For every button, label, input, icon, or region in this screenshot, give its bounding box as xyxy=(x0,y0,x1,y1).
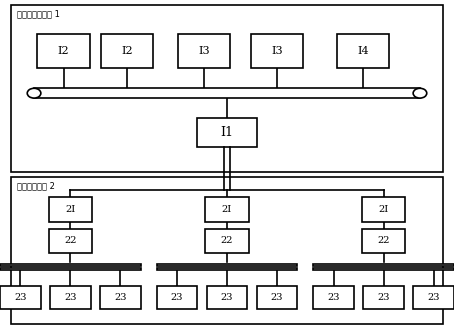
Text: I3: I3 xyxy=(271,46,283,56)
Bar xyxy=(0,264,141,266)
Bar xyxy=(0,268,141,270)
Text: 23: 23 xyxy=(114,293,127,302)
Text: 2I: 2I xyxy=(379,205,389,214)
Text: 23: 23 xyxy=(271,293,283,302)
Bar xyxy=(0,286,41,309)
Bar xyxy=(157,264,297,266)
Text: 22: 22 xyxy=(64,236,77,246)
Bar xyxy=(251,34,303,68)
Bar xyxy=(337,34,390,68)
Text: 23: 23 xyxy=(427,293,440,302)
Bar xyxy=(178,34,231,68)
Text: 23: 23 xyxy=(14,293,27,302)
Bar xyxy=(197,118,257,147)
Bar xyxy=(157,268,297,270)
Text: 充放电监控中心 1: 充放电监控中心 1 xyxy=(17,10,59,19)
Bar xyxy=(157,286,197,309)
Circle shape xyxy=(413,88,427,98)
Bar xyxy=(101,34,153,68)
Text: 2I: 2I xyxy=(65,205,75,214)
Text: 23: 23 xyxy=(327,293,340,302)
Bar xyxy=(362,197,405,222)
Text: 当地监控模块 2: 当地监控模块 2 xyxy=(17,181,54,191)
Bar xyxy=(207,286,247,309)
Text: I2: I2 xyxy=(121,46,133,56)
Text: 23: 23 xyxy=(221,293,233,302)
Bar xyxy=(313,268,454,270)
Circle shape xyxy=(27,88,41,98)
Bar xyxy=(38,34,90,68)
Text: I1: I1 xyxy=(221,126,233,139)
Bar xyxy=(11,177,443,324)
Bar xyxy=(206,197,249,222)
Bar xyxy=(413,286,454,309)
Bar xyxy=(34,88,420,98)
Text: 23: 23 xyxy=(64,293,77,302)
Bar xyxy=(257,286,297,309)
Bar xyxy=(206,229,249,253)
Bar xyxy=(363,286,404,309)
Bar xyxy=(11,5,443,172)
Bar xyxy=(49,197,92,222)
Text: 23: 23 xyxy=(377,293,390,302)
Bar xyxy=(313,264,454,266)
Bar xyxy=(313,286,354,309)
Text: 23: 23 xyxy=(171,293,183,302)
Bar xyxy=(49,229,92,253)
Text: I2: I2 xyxy=(58,46,69,56)
Text: I3: I3 xyxy=(198,46,210,56)
Text: 2I: 2I xyxy=(222,205,232,214)
Bar xyxy=(100,286,141,309)
Text: 22: 22 xyxy=(377,236,390,246)
Text: I4: I4 xyxy=(357,46,369,56)
Bar xyxy=(50,286,91,309)
Text: 22: 22 xyxy=(221,236,233,246)
Bar xyxy=(362,229,405,253)
